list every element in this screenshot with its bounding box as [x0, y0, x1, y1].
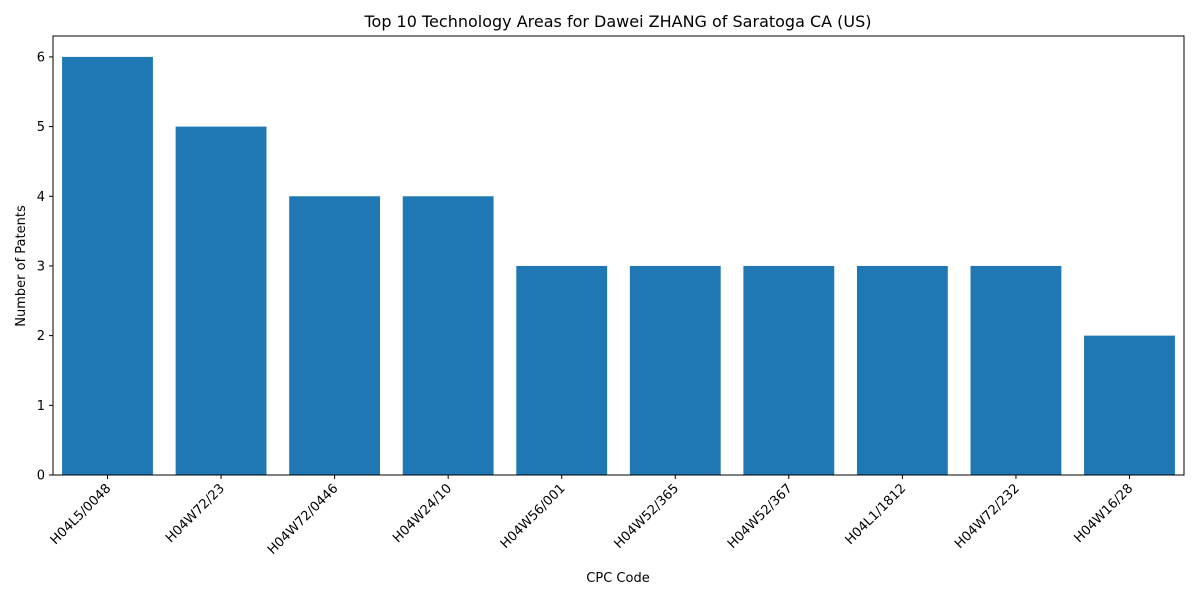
y-tick-label: 0 — [37, 469, 45, 484]
y-tick-label: 6 — [37, 50, 45, 65]
plot-area — [53, 36, 1184, 475]
x-tick-label: H04L1/1812 — [843, 481, 910, 548]
bar-H04W72/23 — [176, 127, 267, 475]
x-tick-label: H04W52/367 — [725, 481, 796, 552]
x-tick-label: H04W72/23 — [163, 481, 228, 546]
x-tick-label: H04W24/10 — [390, 481, 455, 546]
x-axis-label: CPC Code — [586, 571, 649, 586]
y-tick-label: 2 — [37, 329, 45, 344]
x-axis-ticks: H04L5/0048 H04W72/23 H04W72/0446 H04W24/10 H… — [48, 475, 1137, 558]
bar-H04W72/0446 — [289, 196, 380, 475]
y-axis-ticks: 0 1 2 3 4 5 6 — [37, 50, 53, 483]
x-tick-label: H04W52/365 — [611, 481, 682, 552]
bar-H04W52/365 — [630, 266, 721, 475]
bar-H04L5/0048 — [62, 57, 153, 475]
y-tick-label: 4 — [37, 190, 45, 205]
chart-title: Top 10 Technology Areas for Dawei ZHANG … — [363, 12, 871, 31]
x-tick-label: H04W16/28 — [1072, 481, 1137, 546]
x-tick-label: H04W56/001 — [498, 481, 569, 552]
y-axis-label: Number of Patents — [14, 205, 29, 327]
bar-H04W16/28 — [1084, 336, 1175, 475]
x-tick-label: H04W72/0446 — [265, 481, 342, 558]
bar-H04W24/10 — [403, 196, 494, 475]
y-tick-label: 1 — [37, 399, 45, 414]
y-tick-label: 3 — [37, 259, 45, 274]
x-tick-label: H04W72/232 — [952, 481, 1023, 552]
bar-H04L1/1812 — [857, 266, 948, 475]
bar-H04W56/001 — [516, 266, 607, 475]
bar-H04W52/367 — [743, 266, 834, 475]
y-tick-label: 5 — [37, 120, 45, 135]
x-tick-label: H04L5/0048 — [48, 481, 115, 548]
bar-H04W72/232 — [971, 266, 1062, 475]
